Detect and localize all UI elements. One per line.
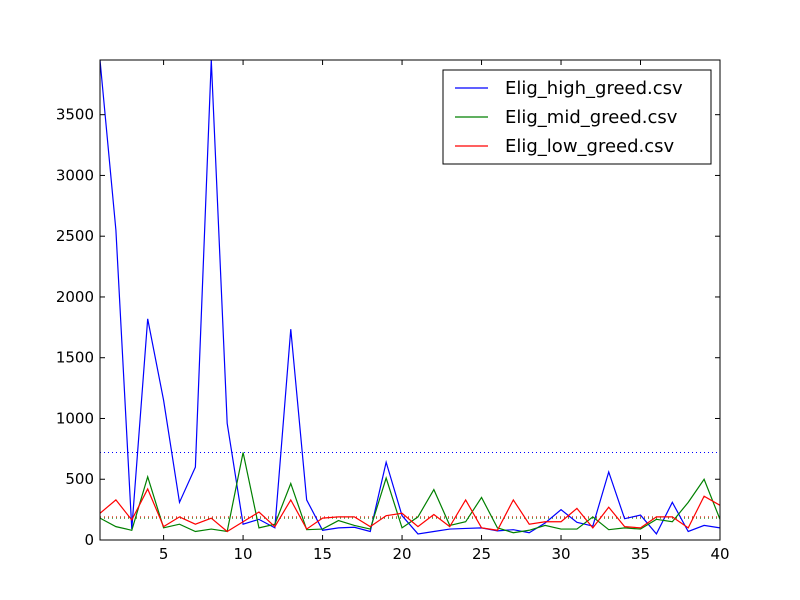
legend-label-1: Elig_mid_greed.csv [505,107,678,128]
x-tick-label: 30 [551,545,570,563]
y-tick-label: 0 [84,531,94,549]
legend-label-0: Elig_high_greed.csv [505,78,683,99]
plot-frame [99,59,721,541]
y-tick-label: 3000 [56,166,94,184]
series-line-1 [100,452,720,534]
x-tick-label: 35 [631,545,650,563]
legend: Elig_high_greed.csv Elig_mid_greed.csv Eli… [442,69,712,165]
x-tick-label: 10 [234,545,253,563]
y-tick-label: 2000 [56,288,94,306]
x-tick-label: 15 [313,545,332,563]
y-tick-label: 2500 [56,227,94,245]
series-line-0 [100,60,720,536]
x-tick-label: 20 [393,545,412,563]
axis-ticks: 5 10 15 20 25 30 35 40 0 500 1000 1500 2000 2500 3000 3… [56,60,730,563]
x-tick-label: 40 [710,545,729,563]
x-tick-label: 5 [159,545,169,563]
y-tick-label: 500 [65,470,94,488]
y-tick-label: 3500 [56,106,94,124]
series-line-2 [100,487,720,533]
x-tick-label: 25 [472,545,491,563]
y-tick-label: 1000 [56,409,94,427]
y-tick-label: 1500 [56,349,94,367]
legend-label-2: Elig_low_greed.csv [505,136,675,157]
series-lines [100,60,720,536]
